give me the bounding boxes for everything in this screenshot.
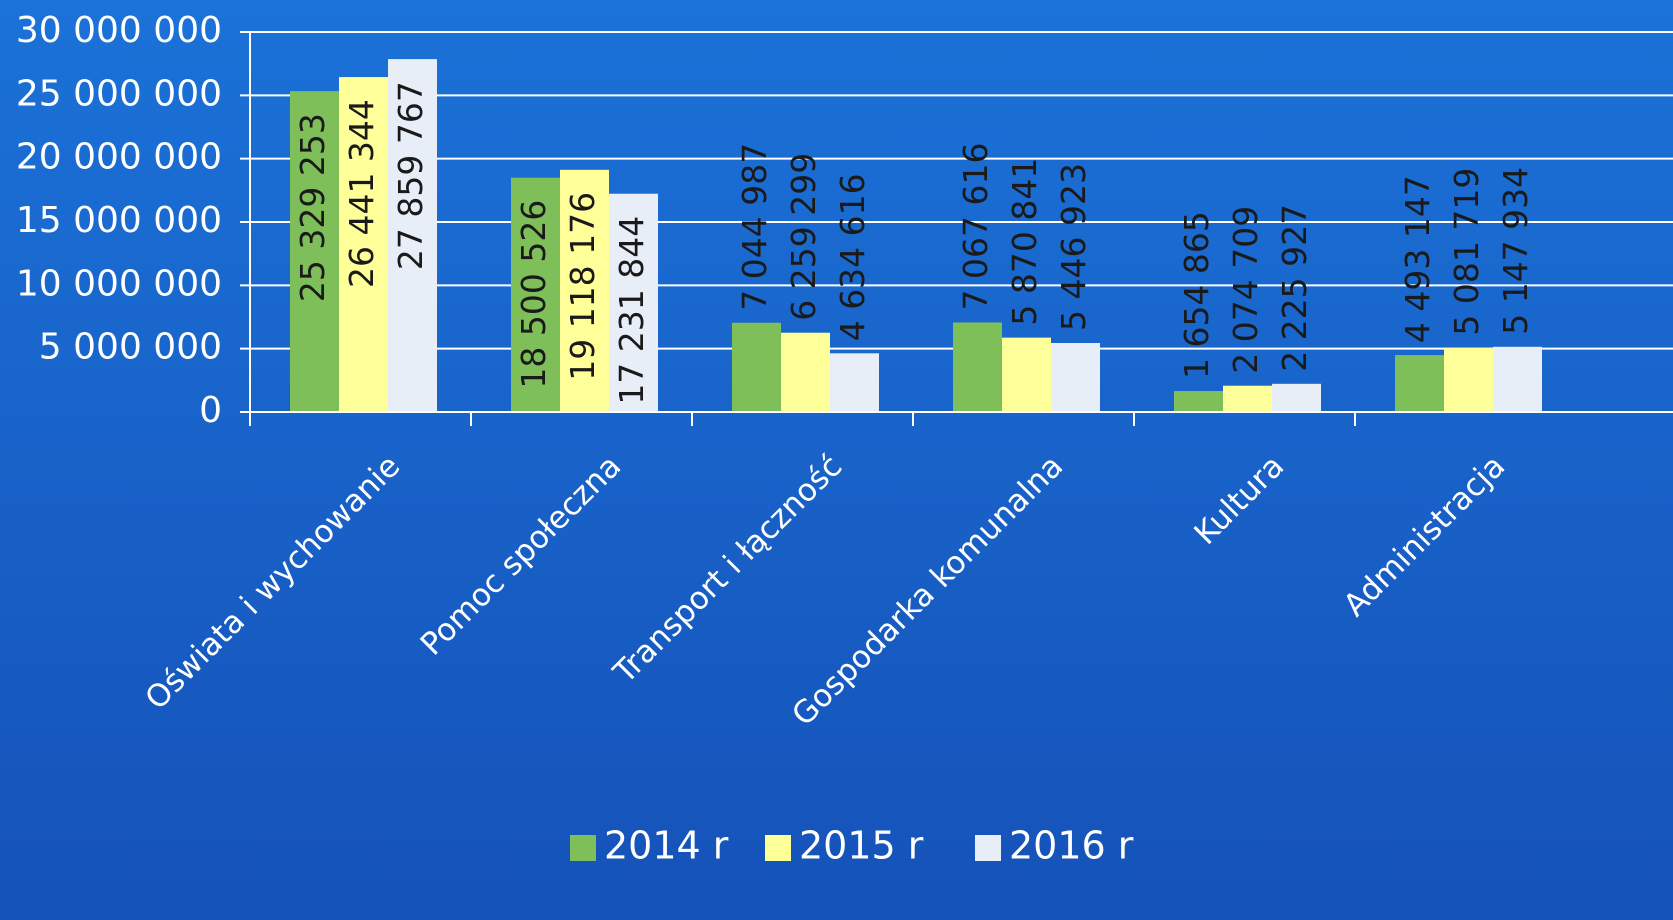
legend-label: 2016 r — [1009, 824, 1134, 868]
value-label: 6 259 299 — [784, 153, 823, 321]
bar — [609, 193, 658, 412]
bar — [1174, 391, 1223, 412]
value-label: 2 074 709 — [1226, 206, 1265, 374]
value-label: 5 147 934 — [1496, 167, 1535, 335]
legend-swatch — [975, 835, 1001, 861]
value-label: 17 231 844 — [612, 216, 651, 405]
value-label: 26 441 344 — [342, 99, 381, 288]
value-label: 5 081 719 — [1447, 168, 1486, 336]
bar — [290, 91, 339, 413]
value-label: 18 500 526 — [514, 200, 553, 389]
bar — [560, 169, 609, 412]
bar — [339, 77, 388, 413]
legend-label: 2014 r — [604, 824, 729, 868]
value-label: 7 044 987 — [735, 143, 774, 311]
value-label: 4 634 616 — [833, 173, 872, 341]
bar — [830, 353, 879, 412]
bar — [1444, 347, 1493, 412]
value-label: 1 654 865 — [1177, 211, 1216, 379]
value-label: 27 859 767 — [391, 81, 430, 270]
bar — [1272, 383, 1321, 412]
value-label: 5 446 923 — [1054, 163, 1093, 331]
value-label: 5 870 841 — [1005, 158, 1044, 326]
bar — [1223, 385, 1272, 412]
legend-label: 2015 r — [799, 824, 924, 868]
y-tick-label: 15 000 000 — [16, 200, 222, 241]
bar — [1051, 343, 1100, 412]
value-label: 4 493 147 — [1398, 175, 1437, 343]
legend-swatch — [765, 835, 791, 861]
bar — [1002, 337, 1051, 412]
y-tick-label: 5 000 000 — [39, 327, 222, 368]
bar — [732, 322, 781, 412]
value-label: 19 118 176 — [563, 192, 602, 381]
bar — [511, 177, 560, 412]
bar — [953, 322, 1002, 412]
value-label: 25 329 253 — [293, 113, 332, 302]
bar — [781, 332, 830, 412]
y-tick-label: 30 000 000 — [16, 10, 222, 51]
y-tick-label: 25 000 000 — [16, 73, 222, 114]
bar — [388, 59, 437, 412]
bar — [1493, 346, 1542, 412]
value-label: 7 067 616 — [956, 143, 995, 311]
legend-swatch — [570, 835, 596, 861]
y-tick-label: 0 — [199, 390, 222, 431]
value-label: 2 225 927 — [1275, 204, 1314, 372]
y-tick-label: 10 000 000 — [16, 263, 222, 304]
bar — [1395, 355, 1444, 412]
y-tick-label: 20 000 000 — [16, 137, 222, 178]
